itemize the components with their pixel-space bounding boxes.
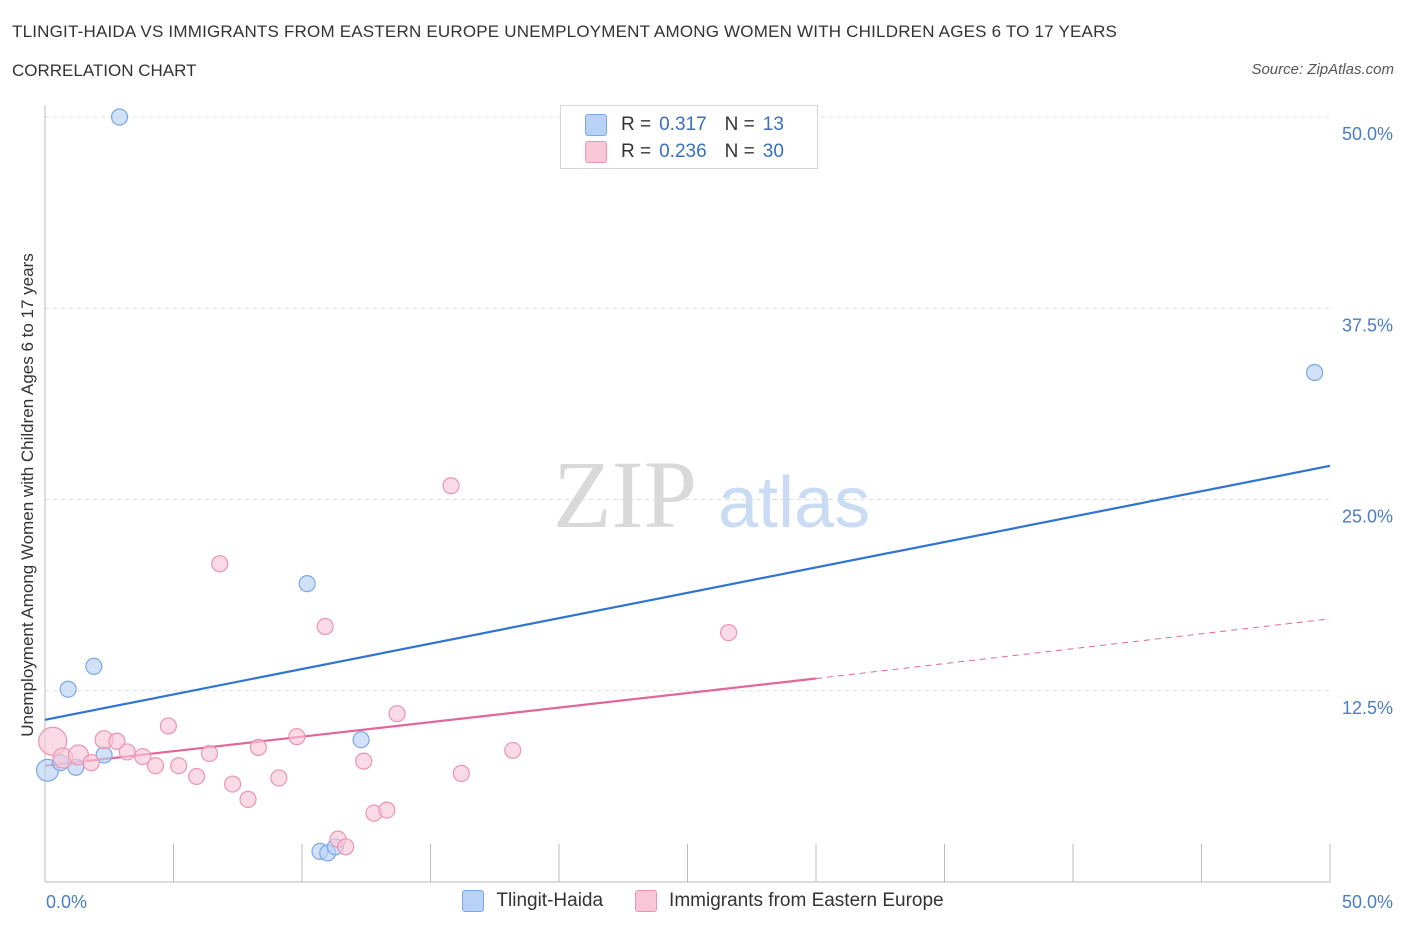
- legend-n-value: 13: [762, 114, 784, 135]
- watermark-atlas: atlas: [718, 463, 870, 543]
- y-tick-label: 37.5%: [1342, 315, 1393, 335]
- watermark-zip: ZIP: [553, 441, 697, 548]
- legend-item-tlingit: Tlingit-Haida: [462, 890, 603, 912]
- data-point: [288, 728, 306, 746]
- data-point: [211, 555, 229, 573]
- legend-n-label: N =: [724, 114, 755, 135]
- data-point: [452, 764, 470, 782]
- data-point: [388, 705, 406, 723]
- source-credit: Source: ZipAtlas.com: [1251, 61, 1394, 78]
- data-point: [224, 775, 242, 793]
- x-tick-label: 50.0%: [1342, 892, 1393, 912]
- trend-lines: [44, 464, 1331, 767]
- data-point: [249, 738, 267, 756]
- legend-r-label: R =: [621, 141, 652, 162]
- legend-n-label: N =: [724, 141, 755, 162]
- data-point: [159, 717, 177, 735]
- data-point: [239, 790, 257, 808]
- data-point: [188, 767, 206, 786]
- legend-item-immigrants: Immigrants from Eastern Europe: [635, 890, 944, 912]
- trend-line: [44, 677, 817, 767]
- data-point: [270, 769, 288, 787]
- y-tick-label: 12.5%: [1342, 698, 1393, 718]
- data-point: [337, 838, 355, 856]
- data-point: [316, 617, 334, 636]
- data-point: [442, 477, 460, 495]
- y-tick-label: 50.0%: [1342, 124, 1393, 144]
- chart-subtitle: CORRELATION CHART: [12, 61, 197, 80]
- data-point: [200, 744, 219, 763]
- data-point: [355, 752, 373, 770]
- series-legend: Tlingit-Haida Immigrants from Eastern Eu…: [0, 890, 1406, 912]
- data-point: [59, 680, 77, 698]
- x-tick-label: 0.0%: [46, 892, 87, 912]
- legend-swatch-immigrants: [585, 141, 607, 163]
- legend-swatch-immigrants: [635, 890, 658, 912]
- trend-line: [44, 464, 1331, 721]
- legend-row-immigrants: R = 0.236 N = 30: [585, 140, 784, 164]
- data-point: [298, 575, 316, 593]
- data-point: [170, 757, 188, 775]
- legend-label-tlingit: Tlingit-Haida: [496, 890, 604, 911]
- data-point: [378, 801, 396, 819]
- data-point: [118, 743, 136, 761]
- legend-r-value: 0.236: [659, 141, 707, 162]
- trend-line-extension: [815, 618, 1331, 680]
- data-point: [504, 741, 522, 760]
- stats-legend: R = 0.317 N = 13 R = 0.236 N = 30: [560, 105, 818, 169]
- chart-title: TLINGIT-HAIDA VS IMMIGRANTS FROM EASTERN…: [12, 22, 1118, 41]
- grid-lines: [45, 116, 1330, 692]
- legend-r-label: R =: [621, 114, 652, 135]
- legend-swatch-tlingit: [462, 890, 485, 912]
- data-point: [82, 754, 100, 772]
- axes: [44, 105, 1331, 883]
- data-point: [108, 732, 126, 750]
- data-point: [85, 657, 103, 675]
- data-point: [720, 624, 738, 642]
- legend-n-value: 30: [762, 141, 784, 162]
- legend-label-immigrants: Immigrants from Eastern Europe: [669, 890, 944, 911]
- data-point: [1305, 363, 1324, 382]
- legend-row-tlingit: R = 0.317 N = 13: [585, 113, 784, 137]
- legend-swatch-tlingit: [585, 114, 607, 136]
- data-point: [134, 747, 152, 766]
- data-points: [35, 108, 1324, 862]
- data-point: [352, 731, 370, 749]
- legend-r-value: 0.317: [659, 114, 707, 135]
- data-point: [146, 757, 165, 775]
- y-tick-label: 25.0%: [1342, 507, 1393, 527]
- tick-labels: 12.5% 25.0% 37.5% 50.0% 0.0% 50.0%: [46, 124, 1393, 912]
- data-point: [110, 108, 129, 126]
